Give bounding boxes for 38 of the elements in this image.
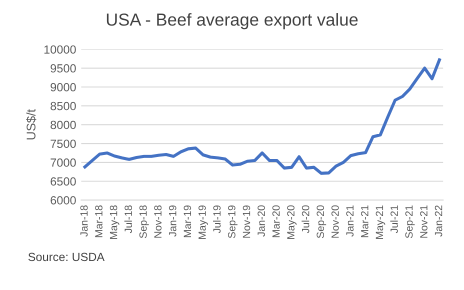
x-tick-label: Mar-19 bbox=[184, 205, 192, 238]
x-tick-label: Mar-20 bbox=[272, 205, 280, 238]
x-tick-label: Jul-20 bbox=[302, 205, 310, 234]
y-tick-label: 8500 bbox=[50, 102, 76, 110]
x-tick-label: May-18 bbox=[110, 205, 120, 239]
x-tick-label: Jan-22 bbox=[434, 205, 442, 237]
x-tick-label: May-19 bbox=[198, 205, 208, 239]
x-tick-label: May-20 bbox=[287, 205, 297, 239]
line-series bbox=[83, 58, 441, 175]
chart-title: USA - Beef average export value bbox=[106, 13, 358, 30]
x-tick-label: Sep-18 bbox=[139, 205, 149, 238]
x-tick-label: Nov-20 bbox=[331, 205, 339, 238]
x-tick-label: Jul-19 bbox=[212, 205, 221, 234]
x-tick-label: Mar-21 bbox=[360, 205, 368, 238]
x-tick-label: Nov-18 bbox=[154, 205, 162, 238]
x-tick-label: Jan-21 bbox=[346, 205, 354, 237]
y-tick-label: 6000 bbox=[50, 196, 76, 204]
y-tick-label: 10000 bbox=[44, 45, 76, 54]
x-tick-label: Nov-21 bbox=[420, 205, 428, 238]
x-tick-label: Jul-21 bbox=[390, 205, 398, 234]
y-tick-label: 9500 bbox=[50, 64, 76, 73]
y-axis-title: US$/t bbox=[26, 109, 36, 140]
x-tick-label: Sep-19 bbox=[228, 205, 238, 238]
x-tick-label: Jan-20 bbox=[258, 205, 265, 237]
x-tick-label: Jul-18 bbox=[124, 205, 132, 234]
y-tick-label: 8000 bbox=[50, 120, 76, 130]
x-tick-label: Mar-18 bbox=[95, 205, 102, 238]
x-tick-label: Sep-21 bbox=[405, 205, 415, 238]
y-tick-label: 6500 bbox=[50, 177, 76, 186]
y-tick-label: 7500 bbox=[50, 140, 76, 148]
x-tick-label: Jan-18 bbox=[80, 205, 88, 237]
x-tick-label: Sep-20 bbox=[316, 205, 326, 238]
x-tick-label: Nov-19 bbox=[242, 205, 250, 238]
x-tick-label: Jan-19 bbox=[168, 205, 176, 237]
source-note: Source: USDA bbox=[28, 252, 105, 262]
y-tick-label: 7000 bbox=[50, 158, 76, 167]
x-tick-label: May-21 bbox=[376, 205, 386, 239]
y-tick-label: 9000 bbox=[50, 83, 76, 92]
